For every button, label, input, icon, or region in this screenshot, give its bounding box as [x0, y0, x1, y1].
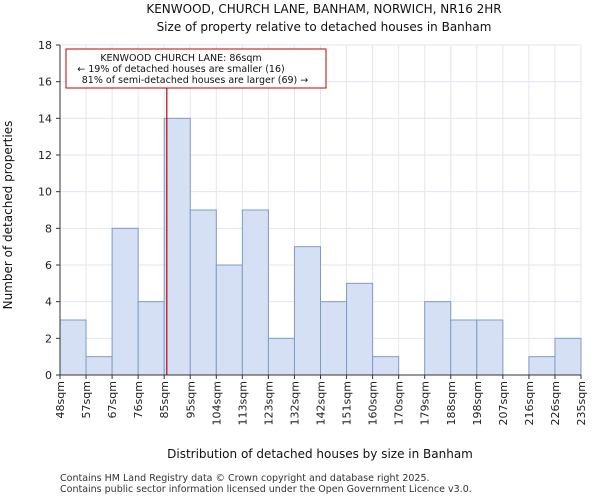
x-tick-label: 76sqm	[132, 381, 145, 418]
y-tick-label: 4	[45, 296, 52, 309]
annotation-line-1: KENWOOD CHURCH LANE: 86sqm	[100, 53, 261, 64]
x-axis-label: Distribution of detached houses by size …	[167, 447, 473, 461]
bar-57sqm	[85, 356, 113, 376]
y-tick-label: 8	[45, 222, 52, 235]
annotation-line-2: ← 19% of detached houses are smaller (16…	[77, 64, 284, 75]
x-tick-label: 235sqm	[575, 381, 588, 425]
bar-151sqm	[346, 282, 374, 376]
bar-198sqm	[476, 319, 504, 376]
x-tick-label: 123sqm	[262, 381, 275, 425]
x-tick-label: 48sqm	[54, 381, 67, 418]
bar-76sqm	[137, 301, 165, 376]
x-tick-label: 67sqm	[106, 381, 119, 418]
y-tick-label: 16	[38, 76, 52, 89]
bar-142sqm	[320, 301, 348, 376]
chart-title: KENWOOD, CHURCH LANE, BANHAM, NORWICH, N…	[146, 2, 501, 16]
bar-123sqm	[267, 337, 295, 376]
y-tick-label: 12	[38, 149, 52, 162]
x-tick-label: 95sqm	[184, 381, 197, 418]
x-tick-label: 132sqm	[288, 381, 301, 425]
y-tick-label: 10	[38, 186, 52, 199]
x-tick-label: 85sqm	[158, 381, 171, 418]
bar-216sqm	[528, 356, 556, 376]
x-tick-label: 198sqm	[471, 381, 484, 425]
x-tick-label: 151sqm	[341, 381, 354, 425]
bar-179sqm	[424, 301, 452, 376]
bar-160sqm	[372, 356, 400, 376]
x-tick-label: 57sqm	[80, 381, 93, 418]
x-tick-label: 142sqm	[315, 381, 328, 425]
bar-85sqm	[163, 117, 191, 376]
x-tick-label: 170sqm	[393, 381, 406, 425]
y-tick-label: 6	[45, 259, 52, 272]
bar-95sqm	[189, 209, 217, 376]
x-tick-label: 104sqm	[210, 381, 223, 425]
y-tick-label: 2	[45, 332, 52, 345]
y-tick-label: 0	[45, 369, 52, 382]
chart-subtitle: Size of property relative to detached ho…	[157, 20, 492, 34]
x-tick-label: 226sqm	[549, 381, 562, 425]
y-axis-label: Number of detached properties	[1, 121, 15, 310]
x-tick-label: 188sqm	[445, 381, 458, 425]
x-tick-label: 179sqm	[419, 381, 432, 425]
bar-226sqm	[554, 337, 582, 376]
y-tick-labels: 0 2 4 6 8 10 12 14 16 18	[38, 39, 60, 382]
annotation-line-3: 81% of semi-detached houses are larger (…	[82, 75, 309, 86]
bar-104sqm	[215, 264, 243, 376]
bar-188sqm	[450, 319, 478, 376]
bar-48sqm	[59, 319, 87, 376]
y-tick-label: 14	[38, 112, 52, 125]
y-tick-label: 18	[38, 39, 52, 52]
annotation-box: KENWOOD CHURCH LANE: 86sqm ← 19% of deta…	[65, 48, 327, 89]
bar-132sqm	[293, 246, 322, 376]
bar-113sqm	[241, 209, 269, 376]
x-tick-label: 216sqm	[523, 381, 536, 425]
footer-line-2: Contains public sector information licen…	[60, 484, 472, 495]
footer-line-1: Contains HM Land Registry data © Crown c…	[60, 473, 430, 484]
x-tick-label: 113sqm	[236, 381, 249, 425]
bars	[59, 117, 582, 376]
x-tick-labels: 48sqm 57sqm 67sqm 76sqm 85sqm 95sqm 104sqm 113s…	[54, 375, 588, 425]
bar-67sqm	[111, 227, 139, 376]
x-tick-label: 207sqm	[497, 381, 510, 425]
x-tick-label: 160sqm	[367, 381, 380, 425]
